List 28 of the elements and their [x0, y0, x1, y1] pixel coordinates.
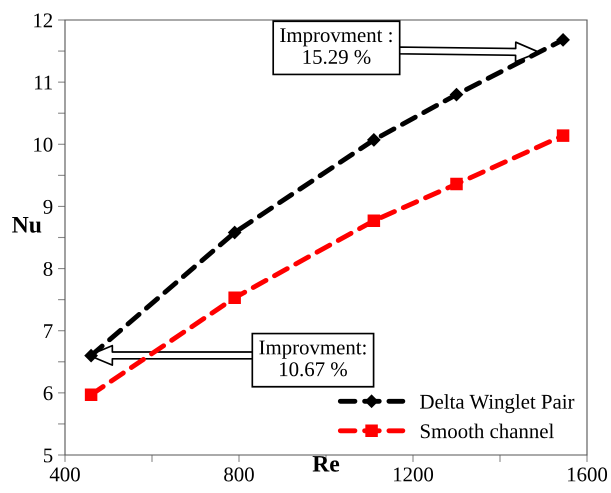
x-axis-title: Re — [312, 456, 340, 472]
point — [84, 388, 98, 401]
y-tick-label: 10 — [34, 138, 52, 152]
y-tick-label: 12 — [34, 13, 52, 28]
y-tick-label: 11 — [34, 76, 52, 90]
annotation: Improvment: 10.67 % — [259, 340, 366, 376]
point — [367, 133, 380, 147]
x-tick-label: 400 — [50, 467, 80, 482]
y-tick-label: 6 — [44, 386, 53, 400]
point — [228, 292, 241, 304]
x-tick-label: 1600 — [568, 467, 608, 482]
point — [84, 348, 98, 362]
point — [228, 226, 242, 240]
y-tick-label: 9 — [43, 200, 52, 214]
point — [368, 214, 380, 227]
y-axis-title: Nu — [12, 217, 42, 233]
x-tick-label: 800 — [224, 467, 254, 482]
legend-label: Delta Winglet Pair — [420, 394, 574, 414]
point — [450, 88, 464, 102]
point — [450, 178, 463, 190]
x-tick-label: 1200 — [394, 467, 434, 482]
y-tick-label: 7 — [44, 324, 53, 338]
legend-label: Smooth channel — [420, 424, 554, 438]
point — [556, 33, 570, 46]
annotation: Improvment : 15.29 % — [280, 28, 392, 64]
y-tick-label: 8 — [44, 262, 52, 276]
y-tick-label: 5 — [44, 448, 52, 462]
point — [556, 129, 570, 142]
